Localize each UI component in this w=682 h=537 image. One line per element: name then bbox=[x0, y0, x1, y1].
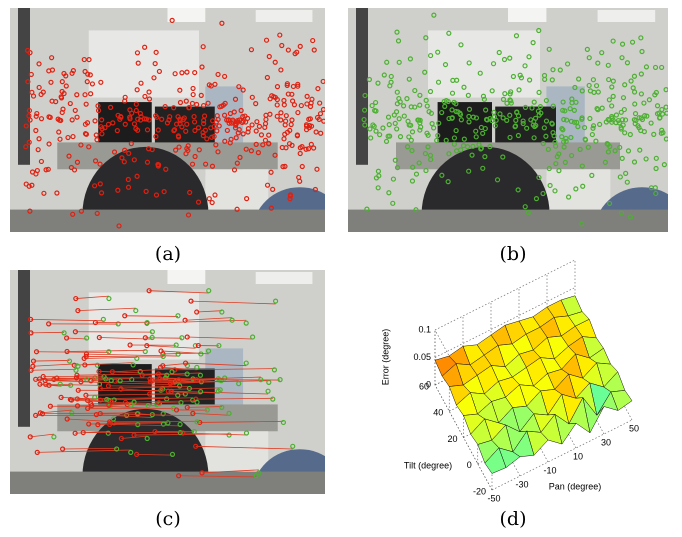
caption: (c) bbox=[155, 508, 180, 530]
photo-scene bbox=[348, 8, 682, 281]
caption: (a) bbox=[155, 243, 181, 265]
y-axis-label: Tilt (degree) bbox=[404, 460, 452, 470]
ceiling-light bbox=[256, 272, 313, 284]
x-tick-label: -10 bbox=[543, 465, 556, 475]
z-tick-label: 0.05 bbox=[413, 352, 431, 362]
floor bbox=[10, 210, 325, 232]
ceiling-light bbox=[508, 8, 546, 22]
x-axis-label: Pan (degree) bbox=[549, 481, 602, 491]
y-tick-label: 40 bbox=[433, 408, 443, 418]
x-tick-label: 30 bbox=[601, 437, 611, 447]
pillar bbox=[18, 270, 30, 427]
caption: (d) bbox=[500, 508, 527, 530]
match-line bbox=[86, 356, 163, 357]
whiteboard bbox=[89, 30, 199, 97]
photo bbox=[10, 8, 347, 281]
photo bbox=[10, 270, 347, 537]
ceiling-light bbox=[256, 10, 313, 22]
caption: (b) bbox=[500, 243, 527, 265]
x-tick-label: -50 bbox=[487, 493, 500, 503]
z-tick-label: 0.1 bbox=[418, 324, 431, 334]
pillar bbox=[356, 8, 368, 165]
x-tick-label: 10 bbox=[573, 451, 583, 461]
ceiling-light bbox=[168, 270, 206, 284]
x-tick-label: -30 bbox=[515, 479, 528, 489]
floor bbox=[10, 472, 325, 494]
ceiling-light bbox=[598, 10, 656, 22]
match-line bbox=[63, 448, 117, 449]
y-tick-label: 0 bbox=[467, 460, 472, 470]
figure: (a) (b) (c) (d) 0 0.05 0.1 -50 -30 -10 10 30 50 -… bbox=[0, 0, 682, 537]
z-axis-label: Error (degree) bbox=[380, 329, 390, 386]
y-tick-label: -20 bbox=[473, 486, 486, 496]
x-tick-label: 50 bbox=[629, 423, 639, 433]
y-tick-label: 20 bbox=[447, 434, 457, 444]
ceiling-light bbox=[168, 8, 206, 22]
photo-scene bbox=[10, 8, 347, 281]
y-tick-label: 60 bbox=[419, 381, 429, 391]
photo-scene bbox=[10, 270, 347, 537]
photo bbox=[348, 8, 682, 281]
